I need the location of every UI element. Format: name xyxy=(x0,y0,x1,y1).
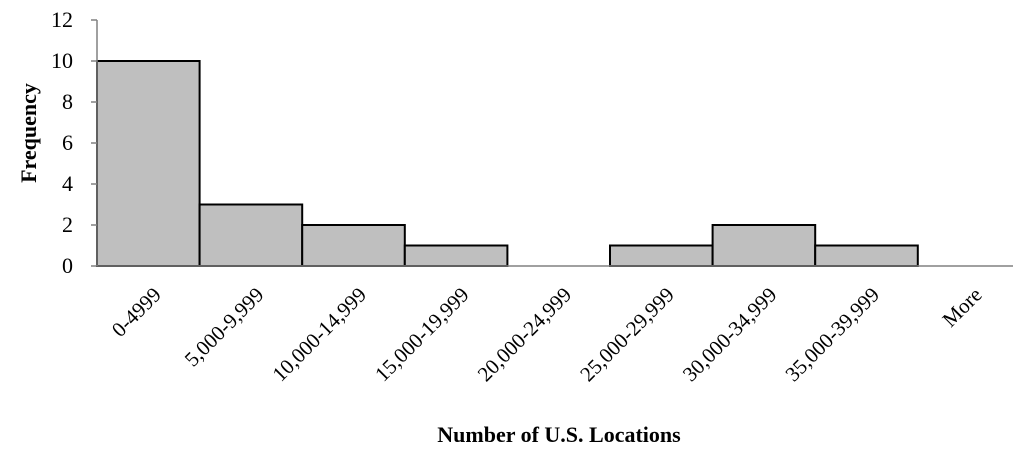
x-category-label: 20,000-24,999 xyxy=(473,283,577,387)
x-category-label: 35,000-39,999 xyxy=(780,283,884,387)
histogram-bar xyxy=(609,244,714,267)
y-tick-label: 2 xyxy=(62,212,73,237)
x-category-label: 10,000-14,999 xyxy=(267,283,371,387)
x-category-label: 25,000-29,999 xyxy=(575,283,679,387)
histogram-bar xyxy=(301,224,406,267)
x-category-label: 5,000-9,999 xyxy=(180,283,269,372)
y-tick-label: 8 xyxy=(62,89,73,114)
y-tick-label: 10 xyxy=(51,48,73,73)
y-axis-title: Frequency xyxy=(16,83,41,183)
y-tick-label: 0 xyxy=(62,253,73,278)
histogram-bar xyxy=(198,203,304,267)
histogram-bar xyxy=(711,224,817,267)
y-tick-label: 12 xyxy=(51,7,73,32)
y-tick-label: 6 xyxy=(62,130,73,155)
x-category-label: 15,000-19,999 xyxy=(370,283,474,387)
x-category-labels: 0-4999 5,000-9,999 10,000-14,999 15,000-19,… xyxy=(107,283,987,387)
y-tick-labels: 0 2 4 6 8 10 12 xyxy=(51,7,97,278)
histogram-bar xyxy=(403,244,509,267)
x-category-label: 0-4999 xyxy=(107,283,166,342)
x-category-label: 30,000-34,999 xyxy=(678,283,782,387)
histogram-bar xyxy=(96,60,201,267)
x-category-label: More xyxy=(937,283,986,332)
bars-layer xyxy=(96,60,919,267)
y-tick-label: 4 xyxy=(62,171,73,196)
histogram-bar xyxy=(814,244,919,267)
x-axis-title: Number of U.S. Locations xyxy=(437,422,681,447)
